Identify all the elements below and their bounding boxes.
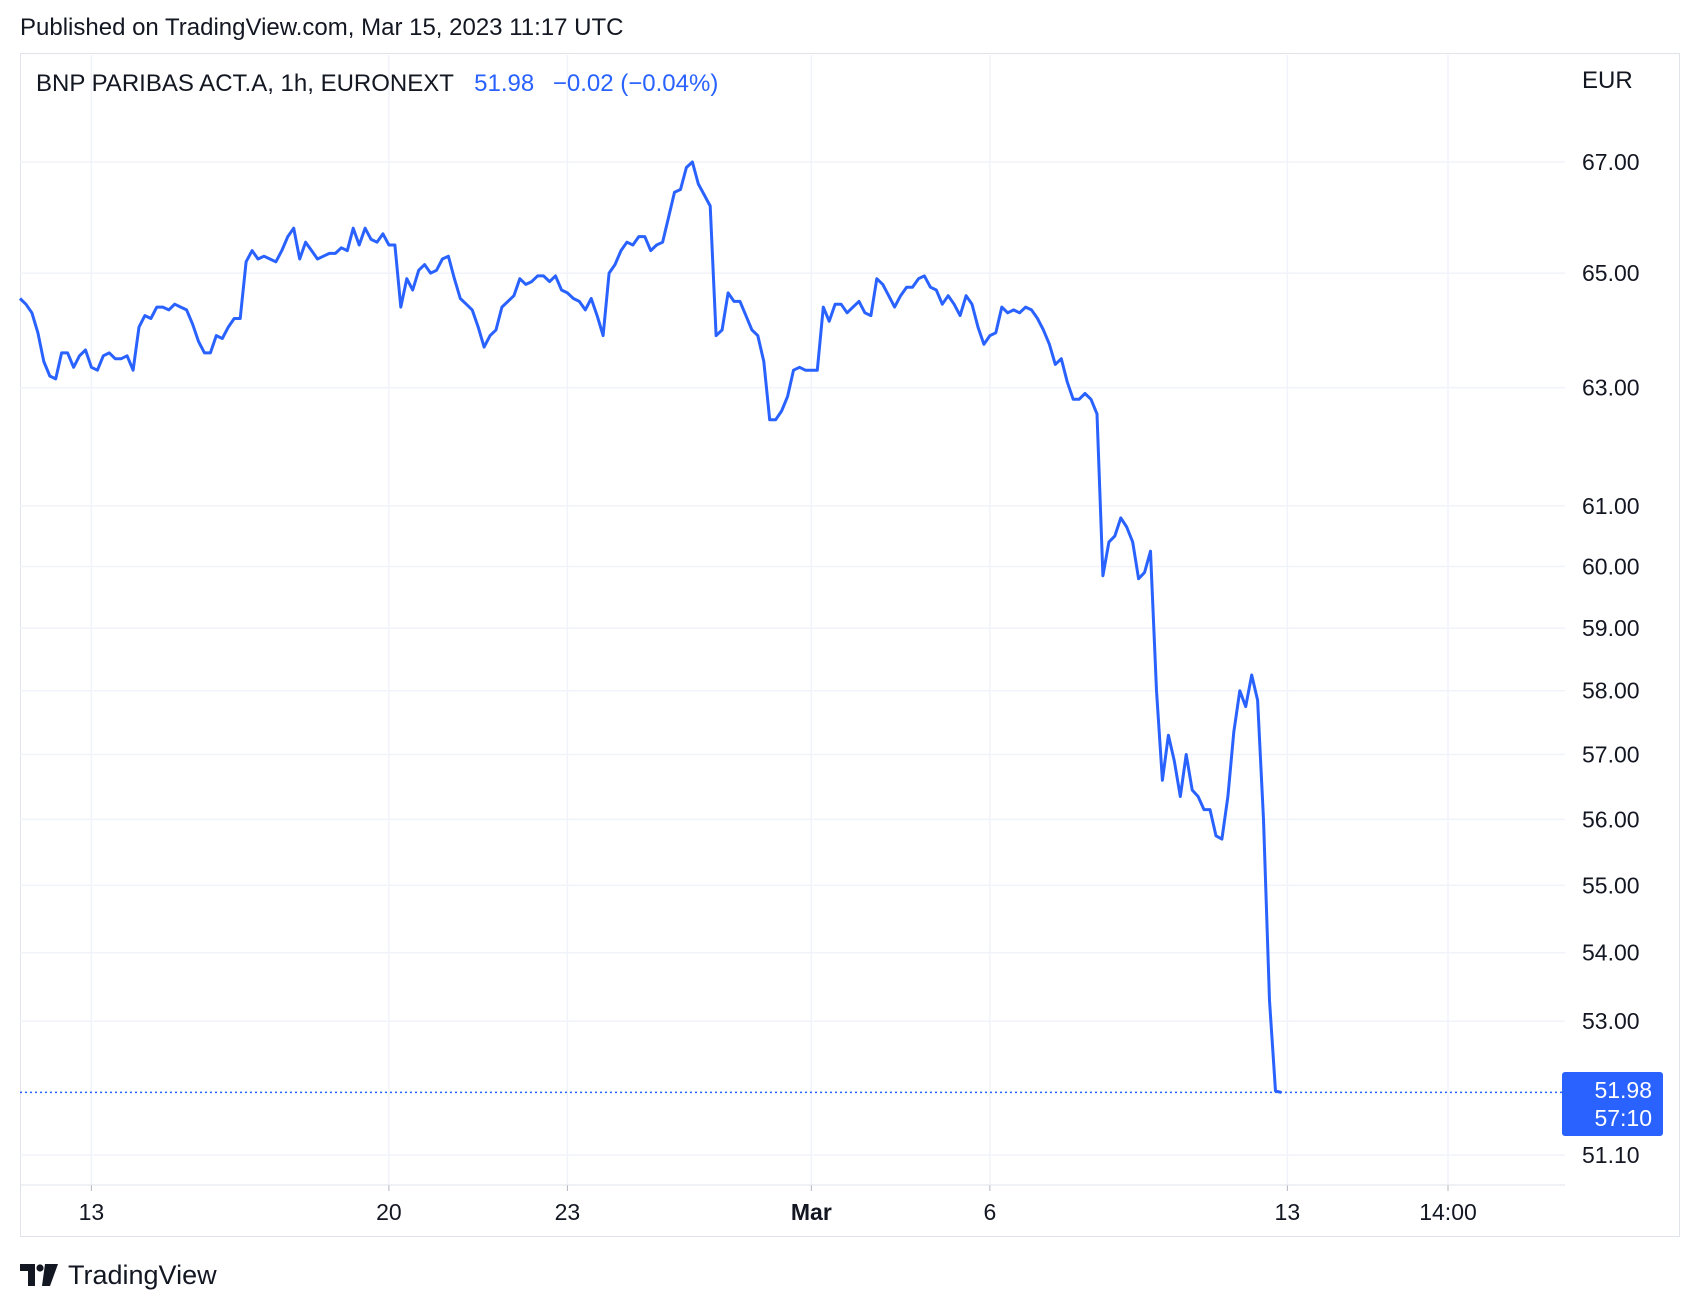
bar-countdown: 57:10: [1594, 1105, 1652, 1131]
x-tick-label: 6: [983, 1199, 996, 1225]
price-axis-labels: 67.00 65.00 63.00 61.00 60.00 59.00 58.00 57.00…: [1582, 149, 1640, 1168]
legend-change: −0.02 (−0.04%): [552, 70, 719, 97]
y-tick-label: 53.00: [1582, 1008, 1640, 1034]
brand-name: TradingView: [68, 1259, 217, 1290]
y-tick-label: 67.00: [1582, 149, 1640, 175]
y-tick-label: 51.10: [1582, 1142, 1640, 1168]
y-tick-label: 60.00: [1582, 553, 1640, 579]
vertical-grid: [90, 55, 1449, 1191]
symbol-legend[interactable]: BNP PARIBAS ACT.A, 1h, EURONEXT 51.98 −0…: [36, 70, 718, 98]
published-caption: Published on TradingView.com, Mar 15, 20…: [20, 14, 624, 41]
y-tick-label: 65.00: [1582, 260, 1640, 286]
series-line-price: [18, 160, 1282, 1094]
x-tick-label: 14:00: [1419, 1199, 1477, 1225]
time-axis-labels: 13 20 23 Mar 6 13 14:00: [79, 1199, 1477, 1225]
y-tick-label: 57.00: [1582, 741, 1640, 767]
tradingview-logo-icon: [20, 1264, 58, 1286]
y-tick-label: 56.00: [1582, 806, 1640, 832]
chart-frame: [20, 53, 1680, 1237]
y-tick-label: 55.00: [1582, 872, 1640, 898]
currency-label[interactable]: EUR: [1582, 67, 1633, 94]
y-tick-label: 59.00: [1582, 615, 1640, 641]
legend-last-price: 51.98: [474, 70, 535, 97]
y-tick-label: 63.00: [1582, 375, 1640, 401]
x-tick-label: 23: [555, 1199, 581, 1225]
last-price-value: 51.98: [1594, 1077, 1652, 1103]
y-tick-label: 61.00: [1582, 493, 1640, 519]
last-price-tag: 51.98 57:10: [1562, 1072, 1663, 1136]
legend-symbol: BNP PARIBAS ACT.A, 1h, EURONEXT: [36, 70, 454, 97]
y-tick-label: 54.00: [1582, 940, 1640, 966]
x-tick-label: 13: [79, 1199, 105, 1225]
y-tick-label: 58.00: [1582, 678, 1640, 704]
x-tick-label: 20: [376, 1199, 402, 1225]
x-tick-label: 13: [1275, 1199, 1301, 1225]
tradingview-brand[interactable]: TradingView: [20, 1260, 217, 1290]
horizontal-grid: [20, 161, 1565, 1156]
x-tick-label: Mar: [791, 1199, 832, 1225]
